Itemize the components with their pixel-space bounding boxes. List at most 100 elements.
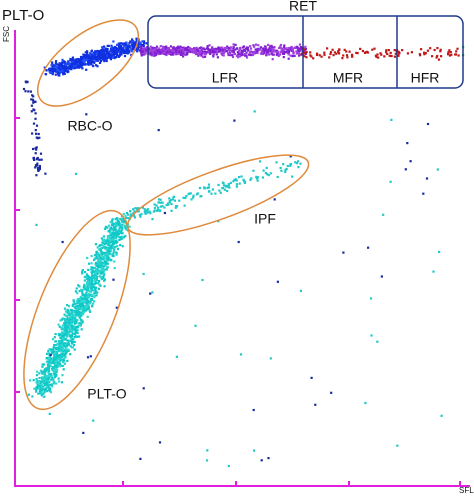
- event-dot: [165, 53, 168, 57]
- event-dot: [64, 351, 67, 354]
- event-dot: [56, 364, 59, 367]
- event-dot: [109, 58, 112, 61]
- event-dot: [67, 325, 70, 328]
- event-dot: [111, 219, 114, 222]
- event-dot: [267, 50, 270, 54]
- event-dot: [80, 308, 83, 311]
- event-dot: [167, 47, 170, 50]
- event-dot: [60, 318, 63, 321]
- event-dot: [229, 181, 232, 184]
- event-dot: [32, 122, 36, 125]
- event-dot: [44, 387, 47, 390]
- event-dot: [78, 299, 81, 302]
- event-dot: [215, 53, 218, 56]
- event-dot: [118, 224, 121, 227]
- event-dot: [125, 216, 128, 220]
- event-dot: [178, 49, 181, 52]
- event-dot: [24, 80, 27, 83]
- event-dot: [67, 70, 70, 73]
- event-dot: [101, 263, 104, 266]
- event-dot: [448, 54, 451, 57]
- event-dot: [107, 51, 110, 54]
- event-dot: [130, 53, 133, 57]
- event-dot: [37, 380, 40, 383]
- event-dot: [70, 66, 73, 69]
- event-dot: [154, 48, 157, 51]
- event-dot: [118, 218, 121, 221]
- event-dot: [118, 238, 121, 241]
- event-dot: [61, 353, 65, 356]
- event-dot: [124, 224, 127, 227]
- event-dot: [64, 356, 67, 359]
- event-dot: [266, 53, 269, 56]
- event-dot: [171, 198, 175, 201]
- event-dot: [266, 49, 269, 52]
- event-dot: [45, 367, 48, 370]
- event-dot: [94, 290, 97, 293]
- event-dot: [80, 300, 83, 303]
- event-dot: [96, 246, 99, 249]
- event-dot: [97, 264, 100, 267]
- event-dot: [67, 339, 70, 342]
- event-dot: [390, 118, 393, 121]
- event-dot: [117, 232, 121, 235]
- event-dot: [125, 46, 128, 49]
- event-dot: [112, 246, 115, 249]
- event-dot: [76, 292, 79, 295]
- event-dot: [282, 51, 285, 54]
- event-dot: [38, 158, 41, 161]
- event-dot: [73, 335, 76, 339]
- event-dot: [206, 47, 209, 50]
- event-dot: [119, 50, 122, 53]
- event-dot: [241, 50, 244, 53]
- event-dot: [88, 289, 91, 292]
- event-dot: [35, 386, 38, 389]
- event-dot: [73, 333, 76, 336]
- event-dot: [59, 64, 62, 67]
- event-dot: [185, 46, 188, 50]
- event-dot: [60, 61, 64, 64]
- event-dot: [55, 68, 58, 71]
- event-dot: [178, 50, 181, 53]
- event-dot: [172, 195, 176, 198]
- event-dot: [284, 170, 287, 173]
- event-dot: [255, 50, 259, 53]
- event-dot: [289, 155, 292, 158]
- event-dot: [154, 51, 157, 54]
- event-dot: [71, 304, 74, 308]
- event-dot: [183, 51, 186, 54]
- event-dot: [59, 340, 62, 343]
- event-dot: [60, 332, 63, 335]
- event-dot: [222, 184, 226, 187]
- event-dot: [291, 175, 294, 178]
- event-dot: [95, 255, 98, 258]
- event-dot: [111, 49, 114, 52]
- event-dot: [78, 59, 81, 62]
- event-dot: [63, 345, 66, 348]
- event-dot: [91, 55, 94, 58]
- event-dot: [112, 248, 115, 251]
- event-dot: [218, 189, 221, 192]
- event-dot: [96, 65, 99, 68]
- event-dot: [40, 391, 43, 394]
- event-dot: [71, 321, 74, 324]
- event-dot: [132, 214, 136, 217]
- event-dot: [53, 357, 56, 360]
- event-dot: [389, 180, 392, 183]
- event-dot: [115, 233, 118, 236]
- event-dot: [269, 172, 272, 175]
- event-dot: [65, 63, 68, 66]
- event-dot: [108, 250, 111, 253]
- event-dot: [109, 47, 113, 50]
- event-dot: [109, 50, 112, 53]
- event-dot: [63, 71, 66, 74]
- event-dot: [102, 52, 105, 56]
- event-dot: [314, 403, 317, 406]
- event-dot: [100, 253, 103, 256]
- event-dot: [43, 382, 46, 385]
- event-dot: [101, 47, 104, 50]
- event-dot: [64, 347, 67, 350]
- event-dot: [130, 47, 133, 51]
- event-dot: [52, 350, 55, 353]
- event-dot: [75, 59, 78, 62]
